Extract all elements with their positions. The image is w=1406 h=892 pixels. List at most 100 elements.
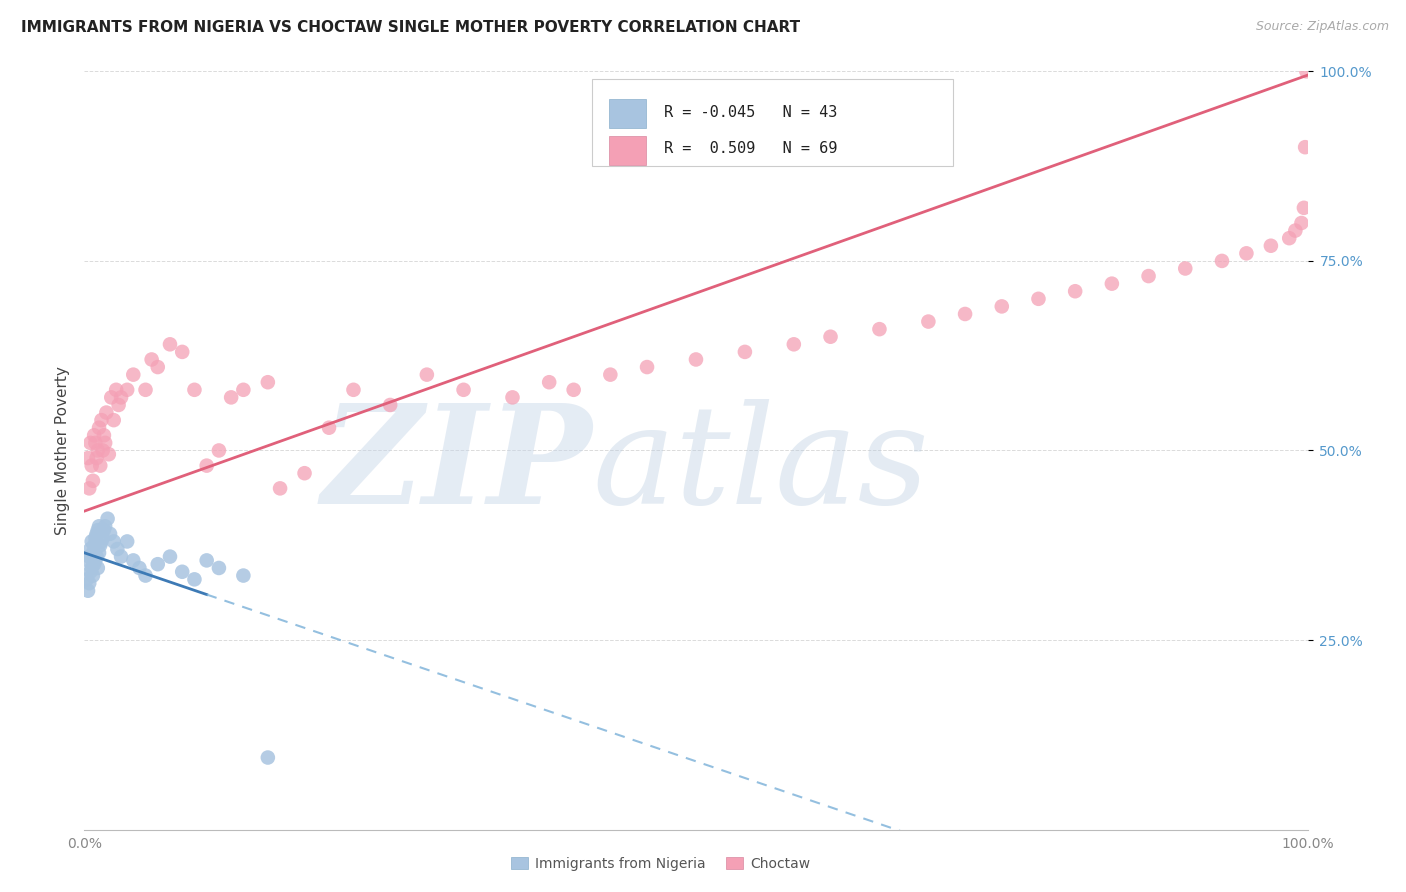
Point [1064, 285, 1087, 299]
Point [991, 300, 1014, 314]
Point [86, 526, 108, 541]
Point [562, 383, 585, 397]
Point [115, 383, 138, 397]
Point [953, 307, 976, 321]
Point [84, 436, 107, 450]
Point [77, 553, 100, 567]
Point [93, 523, 115, 537]
Point [1101, 277, 1123, 291]
Point [87, 523, 110, 537]
Point [115, 534, 138, 549]
Point [107, 398, 129, 412]
Point [122, 553, 145, 567]
Point [1137, 269, 1160, 284]
Point [82, 546, 104, 560]
Point [1284, 223, 1306, 237]
Point [502, 391, 524, 405]
Point [146, 359, 169, 375]
Point [79, 542, 101, 557]
Point [232, 568, 254, 582]
Point [380, 398, 402, 412]
Point [122, 368, 145, 382]
Point [77, 549, 100, 564]
Y-axis label: Single Mother Poverty: Single Mother Poverty [55, 366, 70, 535]
FancyBboxPatch shape [592, 79, 953, 166]
Point [110, 391, 132, 405]
Point [80, 561, 103, 575]
Point [90, 534, 112, 549]
Point [77, 482, 100, 496]
Point [453, 383, 475, 397]
Point [1174, 261, 1197, 276]
Point [89, 458, 111, 473]
Point [1291, 216, 1313, 230]
Point [917, 314, 939, 328]
Text: ZIP: ZIP [321, 399, 592, 533]
Point [636, 359, 658, 375]
Point [208, 561, 231, 575]
Point [77, 583, 100, 598]
Point [538, 376, 561, 390]
Point [77, 451, 100, 466]
Point [1295, 64, 1317, 78]
Point [219, 391, 242, 405]
Point [79, 436, 101, 450]
Point [86, 451, 108, 466]
Point [91, 443, 114, 458]
Point [159, 337, 181, 351]
Point [84, 553, 107, 567]
Point [87, 519, 110, 533]
Point [783, 337, 806, 351]
Point [1211, 253, 1233, 268]
Point [141, 352, 163, 367]
Point [82, 568, 104, 582]
Point [1236, 246, 1258, 260]
Point [195, 553, 218, 567]
Point [1260, 238, 1282, 253]
Text: R =  0.509   N = 69: R = 0.509 N = 69 [664, 141, 838, 156]
Point [80, 534, 103, 549]
Point [734, 344, 756, 359]
Point [94, 436, 117, 450]
Point [87, 421, 110, 435]
Point [135, 383, 157, 397]
Point [89, 538, 111, 552]
Bar [609, 99, 645, 128]
Text: Source: ZipAtlas.com: Source: ZipAtlas.com [1256, 20, 1389, 33]
Point [97, 447, 120, 461]
Point [105, 542, 128, 557]
Point [232, 383, 254, 397]
Text: IMMIGRANTS FROM NIGERIA VS CHOCTAW SINGLE MOTHER POVERTY CORRELATION CHART: IMMIGRANTS FROM NIGERIA VS CHOCTAW SINGL… [21, 20, 800, 35]
Point [105, 383, 128, 397]
Point [94, 519, 117, 533]
Point [172, 344, 194, 359]
Point [685, 352, 707, 367]
Point [869, 322, 891, 336]
Point [318, 421, 340, 435]
Point [1278, 231, 1301, 245]
Point [77, 576, 100, 591]
Point [257, 750, 280, 764]
Point [84, 531, 107, 545]
Point [135, 568, 157, 582]
Point [87, 546, 110, 560]
Point [208, 443, 231, 458]
Point [294, 467, 316, 481]
Point [172, 565, 194, 579]
Point [87, 561, 110, 575]
Point [110, 549, 132, 564]
Point [96, 405, 118, 420]
Point [83, 428, 105, 442]
Point [146, 557, 169, 572]
Point [820, 330, 842, 344]
Point [599, 368, 621, 382]
Point [83, 557, 105, 572]
Point [82, 474, 104, 488]
Legend: Immigrants from Nigeria, Choctaw: Immigrants from Nigeria, Choctaw [506, 851, 815, 876]
Point [100, 391, 122, 405]
Point [1028, 292, 1050, 306]
Point [1292, 201, 1315, 215]
Point [342, 383, 364, 397]
Point [103, 534, 125, 549]
Point [159, 549, 181, 564]
